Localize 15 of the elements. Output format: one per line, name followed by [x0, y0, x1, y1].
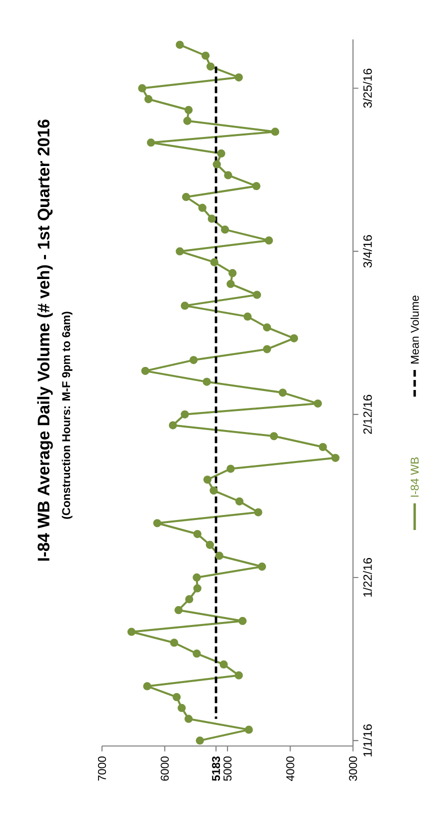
y-tick-label: 1/22/16	[363, 558, 372, 597]
x-tick-label: 7000	[98, 756, 106, 781]
y-tick-label: 1/1/16	[363, 724, 372, 756]
x-tick-label: 5000	[223, 756, 232, 781]
ref-line-label: Mean Volume	[410, 296, 419, 364]
text: (Construction Hours: M-F 9pm to 6am)	[62, 312, 72, 519]
x-tick-label: 6000	[160, 756, 169, 781]
y-tick-label: 2/12/16	[363, 394, 372, 434]
y-tick-label: 3/25/16	[363, 68, 372, 108]
x-tick-label: 4000	[286, 756, 294, 782]
x-tick-label: 3000	[348, 756, 357, 781]
text: I-84 WB	[410, 457, 419, 497]
y-tick-label: 3/4/16	[363, 235, 372, 268]
x-tick-label: 5183	[212, 756, 220, 781]
text: I-84 WB Average Daily Volume (# veh) - 1st Quarter 2016	[37, 120, 53, 561]
